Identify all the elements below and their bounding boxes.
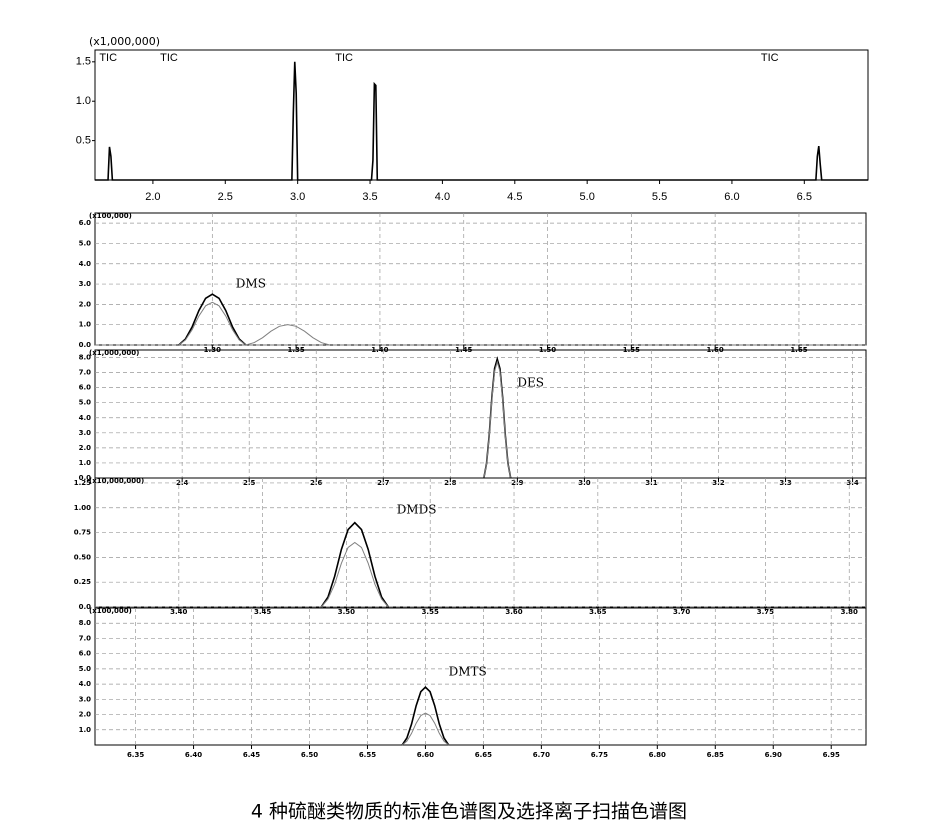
series-line xyxy=(401,686,450,746)
y-tick-label: 6.0 xyxy=(79,650,92,658)
x-tick-label: 6.0 xyxy=(724,191,739,203)
annotation: TIC xyxy=(99,52,117,64)
y-tick-label: 0.0 xyxy=(79,603,92,611)
x-tick-label: 2.5 xyxy=(218,191,233,203)
x-tick-label: 3.40 xyxy=(170,608,187,616)
y-tick-label: 1.5 xyxy=(76,56,91,68)
x-tick-label: 3.50 xyxy=(338,608,355,616)
x-tick-label: 3.3 xyxy=(779,479,792,487)
y-tick-label: 0.50 xyxy=(74,553,91,561)
axis-multiplier: (x1,000,000) xyxy=(89,35,160,48)
x-tick-label: 6.35 xyxy=(127,751,144,759)
x-tick-label: 3.60 xyxy=(505,608,522,616)
x-tick-label: 6.50 xyxy=(301,751,318,759)
y-tick-label: 1.0 xyxy=(79,459,92,467)
annotation: TIC xyxy=(335,52,353,64)
y-tick-label: 5.0 xyxy=(79,399,92,407)
y-tick-label: 3.0 xyxy=(79,695,92,703)
x-tick-label: 6.75 xyxy=(591,751,608,759)
y-tick-label: 7.0 xyxy=(79,634,92,642)
plot-frame xyxy=(94,607,867,746)
y-tick-label: 0.0 xyxy=(79,341,92,349)
annotation: DES xyxy=(517,376,544,390)
series-line xyxy=(483,360,512,479)
y-tick-label: 1.00 xyxy=(74,504,91,512)
x-tick-label: 3.80 xyxy=(841,608,858,616)
y-tick-label: 2.0 xyxy=(79,444,92,452)
y-tick-label: 8.0 xyxy=(79,619,92,627)
axis-multiplier: (x100,000) xyxy=(89,607,132,615)
series-line xyxy=(320,541,389,608)
x-tick-label: 6.85 xyxy=(707,751,724,759)
x-tick-label: 6.65 xyxy=(475,751,492,759)
x-tick-label: 4.5 xyxy=(507,191,522,203)
x-tick-label: 3.75 xyxy=(757,608,774,616)
x-tick-label: 4.0 xyxy=(435,191,450,203)
series-line xyxy=(320,521,389,608)
y-tick-label: 3.0 xyxy=(79,429,92,437)
y-tick-label: 6.0 xyxy=(79,219,92,227)
y-tick-label: 4.0 xyxy=(79,260,92,268)
annotation: DMTS xyxy=(449,664,487,678)
y-tick-label: 1.0 xyxy=(79,321,92,329)
axis-multiplier: (x10,000,000) xyxy=(89,477,144,485)
y-tick-label: 3.0 xyxy=(79,280,92,288)
x-tick-label: 3.45 xyxy=(254,608,271,616)
x-tick-label: 3.55 xyxy=(422,608,439,616)
x-tick-label: 6.40 xyxy=(185,751,202,759)
axis-multiplier: (x100,000) xyxy=(89,212,132,220)
x-tick-label: 2.0 xyxy=(145,191,160,203)
y-tick-label: 4.0 xyxy=(79,680,92,688)
y-tick-label: 0.0 xyxy=(79,474,92,482)
y-tick-label: 7.0 xyxy=(79,369,92,377)
x-tick-label: 6.70 xyxy=(533,751,550,759)
series-line xyxy=(178,301,330,346)
x-tick-label: 3.70 xyxy=(673,608,690,616)
x-tick-label: 3.65 xyxy=(589,608,606,616)
x-tick-label: 6.80 xyxy=(649,751,666,759)
caption: 4 种硫醚类物质的标准色谱图及选择离子扫描色谱图 xyxy=(251,801,687,823)
y-tick-label: 2.0 xyxy=(79,711,92,719)
y-tick-label: 0.25 xyxy=(74,578,91,586)
x-tick-label: 6.60 xyxy=(417,751,434,759)
y-tick-label: 4.0 xyxy=(79,414,92,422)
x-tick-label: 6.45 xyxy=(243,751,260,759)
x-tick-label: 2.6 xyxy=(310,479,323,487)
y-tick-label: 0.75 xyxy=(74,529,91,537)
x-tick-label: 2.8 xyxy=(444,479,457,487)
annotation: DMDS xyxy=(397,502,437,516)
annotation: DMS xyxy=(236,277,266,291)
x-tick-label: 5.5 xyxy=(652,191,667,203)
series-line xyxy=(95,61,868,181)
x-tick-label: 6.5 xyxy=(797,191,812,203)
series-line xyxy=(178,293,247,346)
x-tick-label: 6.90 xyxy=(765,751,782,759)
x-tick-label: 5.0 xyxy=(580,191,595,203)
annotation: TIC xyxy=(761,52,779,64)
y-tick-label: 1.25 xyxy=(74,479,91,487)
annotation: TIC xyxy=(160,52,178,64)
y-tick-label: 8.0 xyxy=(79,354,92,362)
y-tick-label: 5.0 xyxy=(79,239,92,247)
x-tick-label: 6.55 xyxy=(359,751,376,759)
y-tick-label: 6.0 xyxy=(79,384,92,392)
y-tick-label: 2.0 xyxy=(79,300,92,308)
y-tick-label: 5.0 xyxy=(79,665,92,673)
x-tick-label: 3.0 xyxy=(290,191,305,203)
axis-multiplier: (x1,000,000) xyxy=(89,349,139,357)
x-tick-label: 3.0 xyxy=(578,479,591,487)
y-tick-label: 1.0 xyxy=(76,95,91,107)
y-tick-label: 1.0 xyxy=(79,726,92,734)
x-tick-label: 3.5 xyxy=(362,191,377,203)
series-line xyxy=(401,712,449,746)
x-tick-label: 6.95 xyxy=(823,751,840,759)
y-tick-label: 0.5 xyxy=(76,135,91,147)
